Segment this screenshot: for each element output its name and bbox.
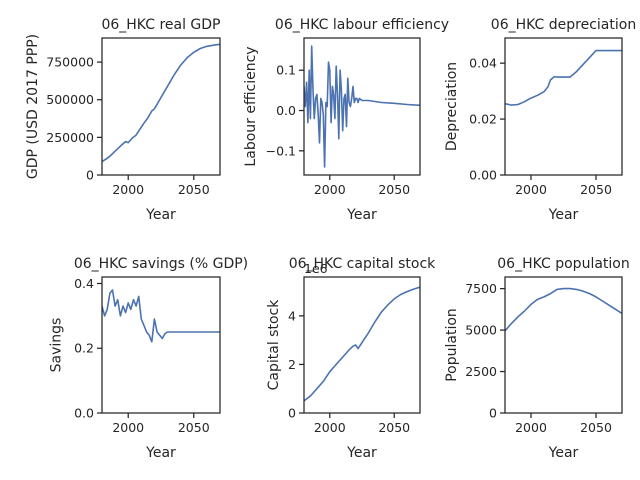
axes-frame xyxy=(504,276,623,414)
x-tick-label: 2000 xyxy=(515,182,547,197)
y-axis-label: Savings xyxy=(49,318,65,373)
y-tick-label: 0.4 xyxy=(74,276,94,291)
x-tick-label: 2050 xyxy=(178,420,210,435)
y-tick-label: 250000 xyxy=(46,130,94,145)
x-axis-label: Year xyxy=(145,207,176,223)
y-tick-label: 0.2 xyxy=(74,341,94,356)
chart-title: 06_HKC capital stock xyxy=(289,256,436,272)
chart-title: 06_HKC depreciation xyxy=(491,17,636,33)
y-axis-label: Population xyxy=(444,308,460,382)
subplot-2: 2000 2050 −0.1 0.0 0.1 06_HKC labour efficien… xyxy=(243,17,449,223)
x-tick-label: 2000 xyxy=(112,420,144,435)
series-line xyxy=(505,287,622,332)
y-tick-label: −0.1 xyxy=(266,143,296,158)
y-offset-text: 1e6 xyxy=(304,261,328,276)
series-line xyxy=(505,49,622,106)
x-axis-label: Year xyxy=(548,207,579,223)
chart-title: 06_HKC savings (% GDP) xyxy=(74,256,248,272)
y-tick-label: 5000 xyxy=(465,323,497,338)
y-tick-label: 0.04 xyxy=(469,56,497,71)
x-tick-label: 2050 xyxy=(378,182,410,197)
x-axis-label: Year xyxy=(346,445,377,461)
subplot-4: 2000 2050 0.0 0.2 0.4 06_HKC savings (% GDP) Y… xyxy=(49,256,249,461)
axes-frame xyxy=(101,37,221,176)
y-tick-label: 0.1 xyxy=(276,63,296,78)
y-axis-label: Labour efficiency xyxy=(243,46,259,166)
x-tick-label: 2000 xyxy=(112,182,144,197)
x-tick-label: 2000 xyxy=(314,182,346,197)
subplot-1: 2000 2050 0 250000 500000 750000 06_HKC real G… xyxy=(25,17,221,223)
axes-frame xyxy=(303,276,421,414)
axes-frame xyxy=(101,276,221,414)
series-line xyxy=(102,289,220,343)
x-tick-label: 2050 xyxy=(378,420,410,435)
chart-title: 06_HKC population xyxy=(497,256,629,272)
y-tick-label: 7500 xyxy=(465,281,497,296)
subplot-5: 2000 2050 0 2 4 06_HKC capital stock Year Capit… xyxy=(266,256,436,461)
x-tick-label: 2000 xyxy=(515,420,547,435)
series-line xyxy=(304,45,420,168)
x-tick-label: 2000 xyxy=(314,420,346,435)
y-tick-label: 750000 xyxy=(46,55,94,70)
series-line xyxy=(304,286,420,402)
axes-frame xyxy=(504,37,623,176)
x-axis-label: Year xyxy=(145,445,176,461)
y-tick-label: 500000 xyxy=(46,92,94,107)
y-tick-label: 0.0 xyxy=(276,103,296,118)
y-tick-label: 4 xyxy=(288,308,296,323)
x-tick-label: 2050 xyxy=(178,182,210,197)
subplot-3: 2000 2050 0.00 0.02 0.04 06_HKC depreciation Y… xyxy=(444,17,636,223)
y-tick-label: 2 xyxy=(288,357,296,372)
x-axis-label: Year xyxy=(548,445,579,461)
x-tick-label: 2050 xyxy=(580,420,612,435)
y-tick-label: 2500 xyxy=(465,364,497,379)
y-tick-label: 0 xyxy=(86,168,94,183)
y-tick-label: 0 xyxy=(288,406,296,421)
y-tick-label: 0.0 xyxy=(74,406,94,421)
y-tick-label: 0 xyxy=(489,406,497,421)
y-axis-label: Depreciation xyxy=(444,62,460,151)
y-tick-label: 0.00 xyxy=(469,168,497,183)
y-axis-label: Capital stock xyxy=(266,299,282,391)
y-tick-label: 0.02 xyxy=(469,112,497,127)
x-axis-label: Year xyxy=(346,207,377,223)
series-line xyxy=(102,43,220,163)
x-tick-label: 2050 xyxy=(580,182,612,197)
y-axis-label: GDP (USD 2017 PPP) xyxy=(25,34,41,179)
chart-title: 06_HKC real GDP xyxy=(101,17,220,33)
axes-frame xyxy=(303,37,421,176)
chart-title: 06_HKC labour efficiency xyxy=(275,17,449,33)
